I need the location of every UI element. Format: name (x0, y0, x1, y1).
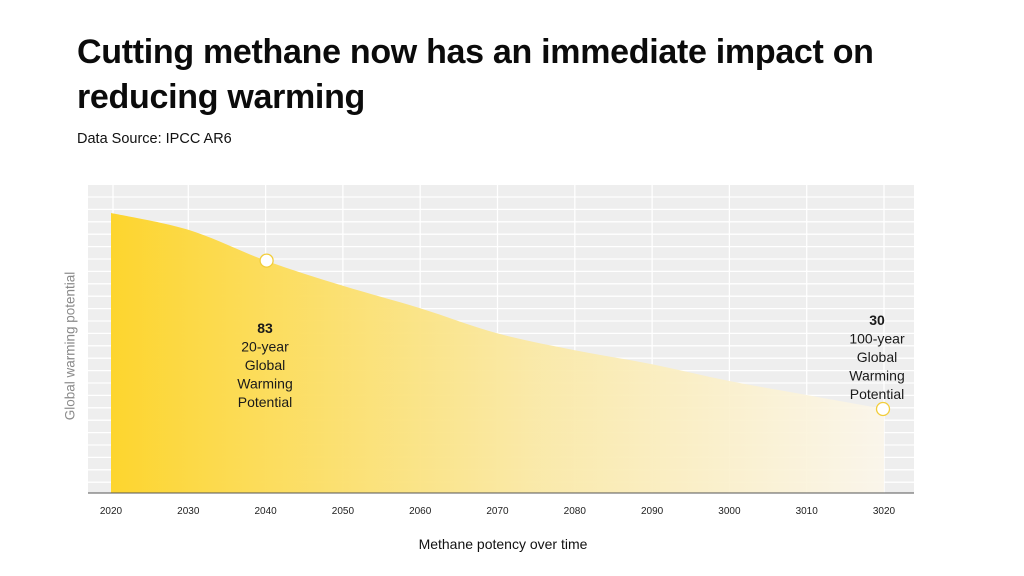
annotation-text: 20-year (241, 339, 289, 355)
annotation-text: Potential (850, 386, 904, 402)
annotation-text: Global (245, 357, 285, 373)
x-tick-label: 2020 (100, 506, 123, 517)
x-tick-label: 2080 (564, 506, 587, 517)
chart-title: Cutting methane now has an immediate imp… (77, 33, 874, 116)
annotation-text: 100-year (849, 331, 905, 347)
annotation-layer: 83 20-year Global Warming Potential 30 100-yea… (237, 253, 905, 417)
annotation-text: Global (857, 349, 897, 365)
annotation-text: Warming (237, 376, 293, 392)
series-area (111, 213, 884, 493)
x-tick-label: 2070 (486, 506, 509, 517)
x-tick-label: 2060 (409, 506, 432, 517)
data-point-marker (875, 401, 891, 417)
x-tick-label: 3000 (718, 506, 741, 517)
annotation-text: Potential (238, 394, 292, 410)
x-tick-label: 3010 (796, 506, 819, 517)
data-point-marker (259, 253, 274, 268)
x-axis-label: Methane potency over time (418, 536, 588, 552)
x-tick-label: 2090 (641, 506, 664, 517)
annotation-value: 83 (257, 320, 273, 336)
x-tick-label: 2030 (177, 506, 200, 517)
x-tick-label: 3020 (873, 506, 896, 517)
annotation-text: Warming (849, 368, 905, 384)
x-tick-label: 2050 (332, 506, 355, 517)
x-axis: 2020 2030 2040 2050 2060 2070 2080 2090 3000 3010… (88, 492, 914, 517)
chart-subtitle: Data Source: IPCC AR6 (77, 131, 232, 147)
annotation-value: 30 (869, 312, 885, 328)
area-layer (111, 213, 884, 493)
y-axis-label: Global warming potential (62, 271, 78, 421)
x-tick-label: 2040 (254, 506, 277, 517)
